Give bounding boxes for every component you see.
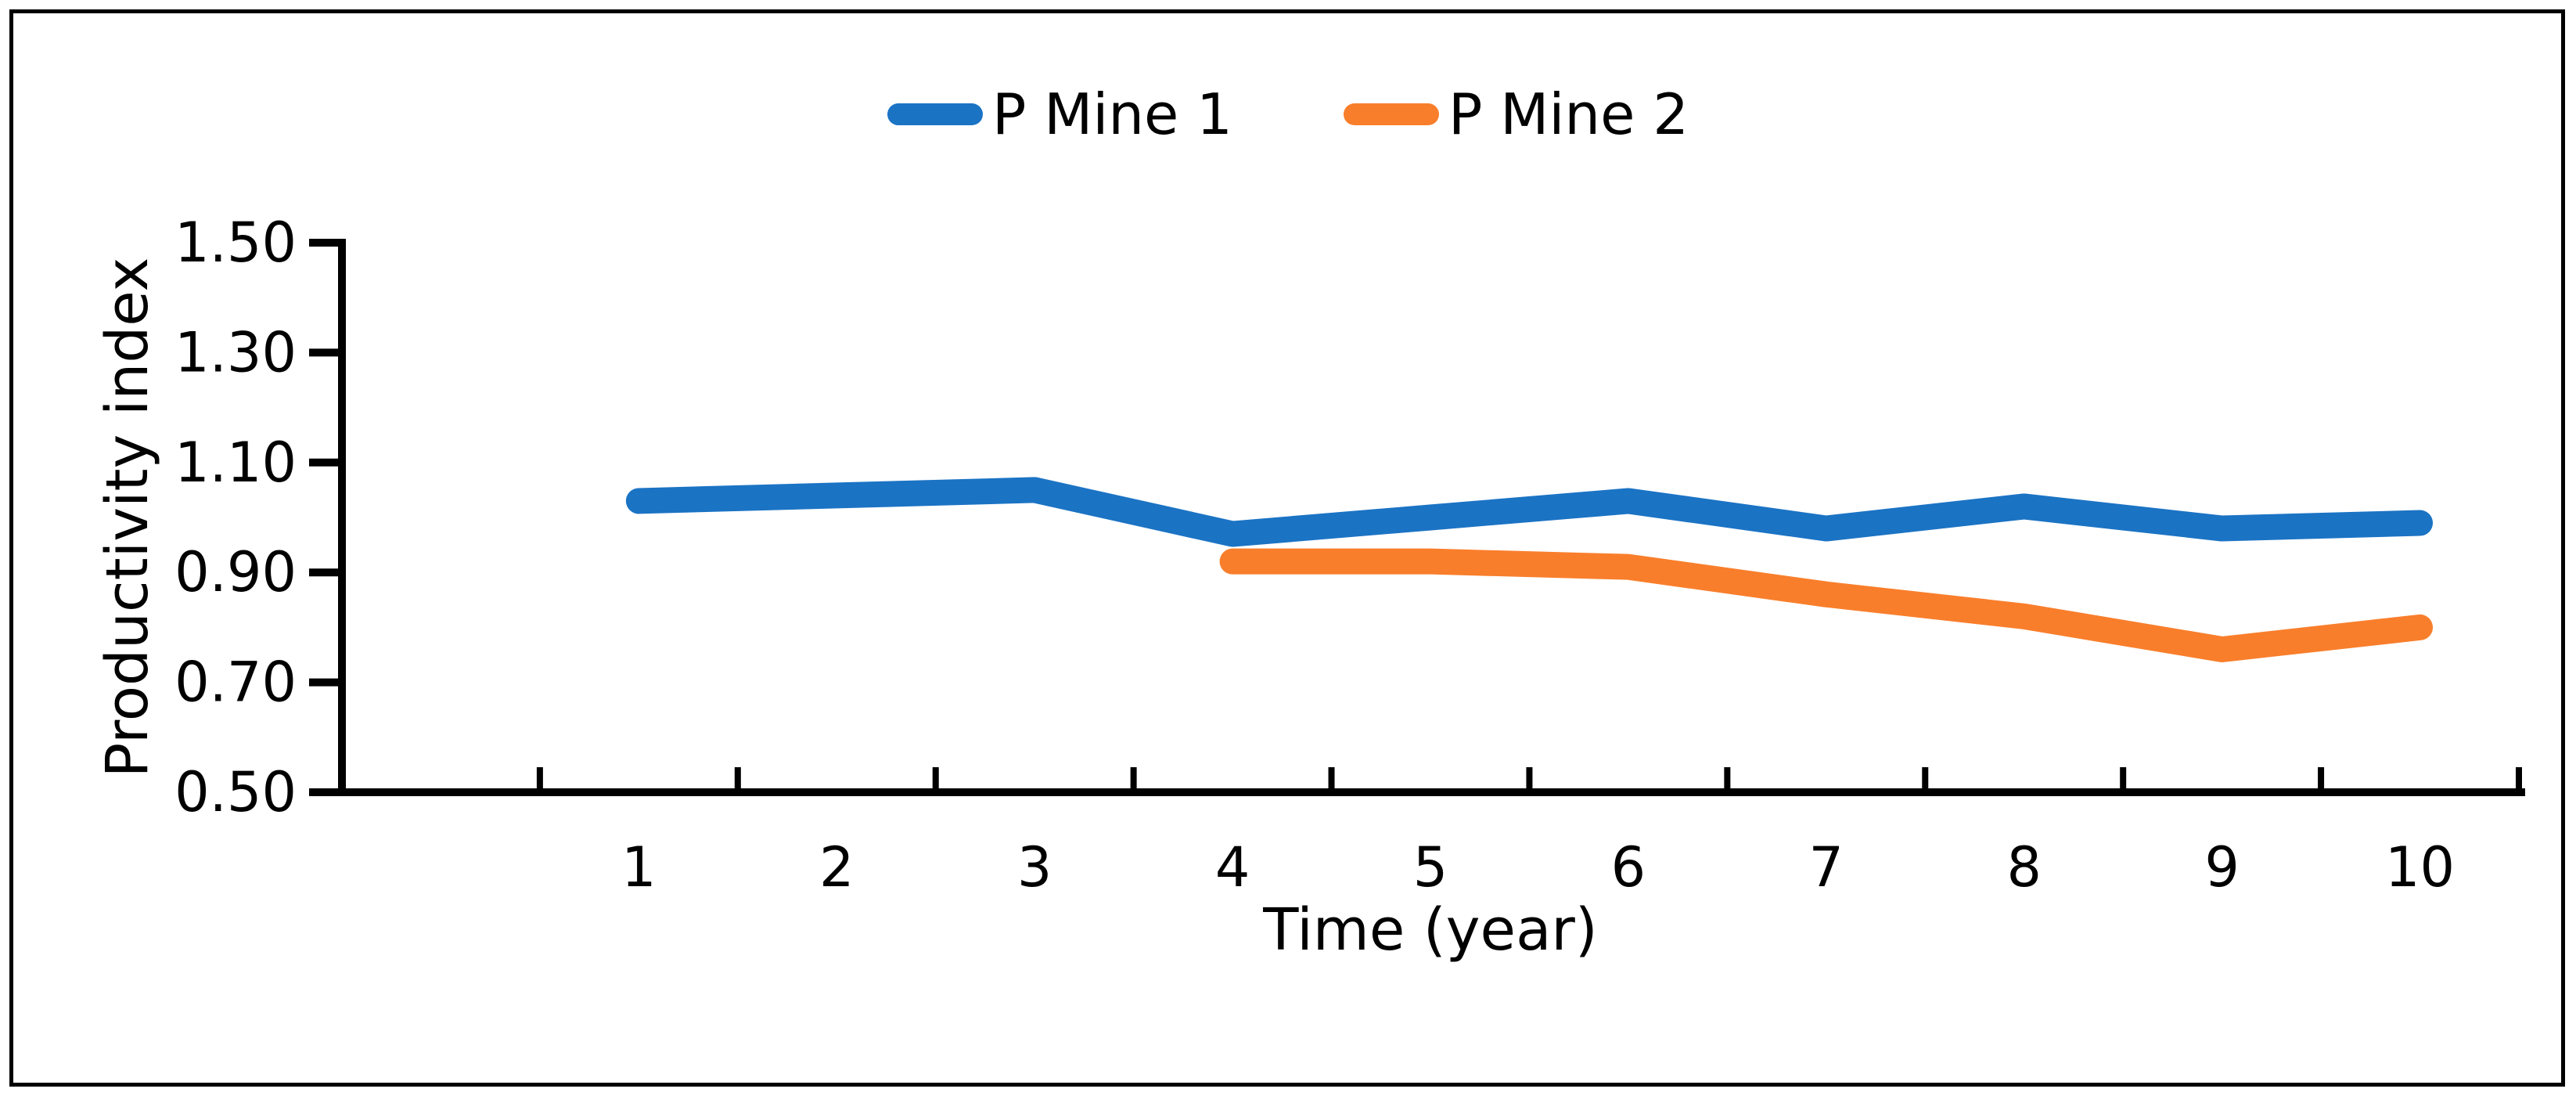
- y-tick-label: 0.70: [174, 651, 297, 715]
- x-axis-title: Time (year): [1263, 896, 1598, 964]
- y-tick-label: 1.10: [174, 431, 297, 495]
- figure-border: [9, 9, 2565, 1087]
- x-tick-label: 10: [2385, 835, 2455, 900]
- x-tick-label: 2: [819, 835, 854, 900]
- x-tick-label: 9: [2204, 835, 2240, 900]
- y-tick-label: 1.50: [174, 211, 297, 275]
- y-axis-title: Productivity index: [94, 257, 161, 778]
- y-tick-label: 0.90: [174, 540, 297, 604]
- x-tick-label: 7: [1809, 835, 1844, 900]
- y-tick-label: 1.30: [174, 320, 297, 384]
- x-tick-label: 3: [1017, 835, 1052, 900]
- x-tick-label: 8: [2006, 835, 2042, 900]
- series-line-p-mine-2: [1219, 548, 2434, 662]
- x-tick-label: 4: [1215, 835, 1250, 900]
- x-tick-label: 5: [1413, 835, 1448, 900]
- y-tick-label: 0.50: [174, 760, 297, 824]
- x-tick-label: 1: [621, 835, 657, 900]
- x-tick-label: 6: [1611, 835, 1646, 900]
- series-line-p-mine-1: [625, 477, 2434, 547]
